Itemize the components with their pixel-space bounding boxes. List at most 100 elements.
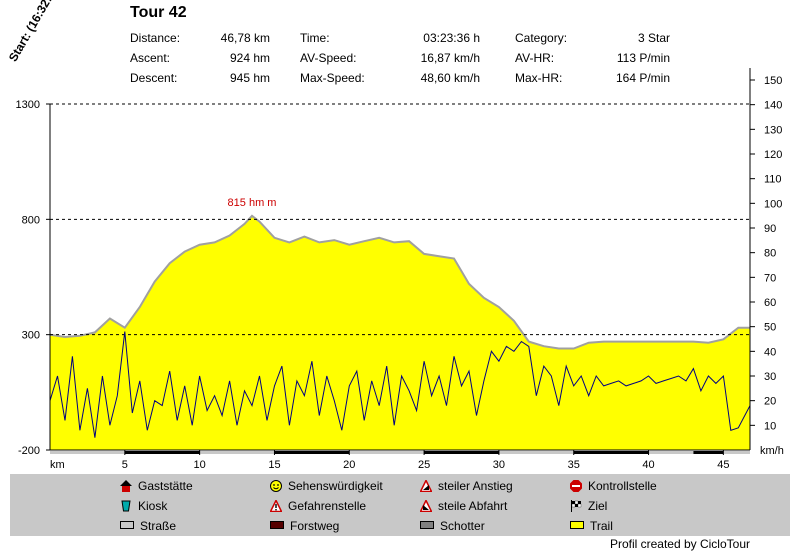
- legend-item-steile-abfahrt: steile Abfahrt: [419, 498, 508, 513]
- restaurant-icon: [120, 480, 132, 492]
- warning-icon: [269, 498, 283, 513]
- stat-label-time: Time:: [300, 31, 330, 45]
- tour-title: Tour 42: [130, 4, 187, 21]
- legend-item-ziel: Ziel: [570, 499, 607, 513]
- surface-strip: [50, 451, 750, 454]
- surface-segment: [424, 451, 499, 454]
- stat-value-avg-speed: 16,87 km/h: [420, 51, 480, 65]
- surface-segment: [693, 451, 724, 454]
- legend-item-gefahrenstelle: Gefahrenstelle: [269, 498, 367, 513]
- y-right-unit-label: km/h: [760, 445, 784, 457]
- legend-panel: Gaststätte Sehenswürdigkeit steiler Anst…: [10, 474, 790, 536]
- legend-item-gaststaette: Gaststätte: [120, 479, 193, 493]
- y-right-tick-label: 100: [764, 198, 782, 210]
- grid-layer: [50, 103, 750, 336]
- elevation-area-layer: [49, 214, 750, 450]
- legend-item-schotter: Schotter: [420, 519, 485, 533]
- y-right-tick-label: 80: [764, 248, 776, 260]
- x-tick-label: 35: [568, 459, 580, 471]
- legend-label: Kontrollstelle: [588, 479, 657, 493]
- steep-climb-icon: [419, 478, 433, 493]
- legend-label: Trail: [590, 519, 613, 533]
- stat-label-ascent: Ascent:: [130, 51, 171, 65]
- y-right-tick-label: 150: [764, 75, 782, 87]
- x-tick-label: 15: [268, 459, 280, 471]
- axes-layer: [46, 68, 755, 455]
- surface-segment: [274, 451, 350, 454]
- legend-item-steiler-anstieg: steiler Anstieg: [419, 478, 513, 493]
- elevation-area: [50, 215, 750, 450]
- stat-value-descent: 945 hm: [229, 71, 270, 85]
- speed-line: [49, 331, 751, 438]
- steep-descent-icon: [419, 498, 433, 513]
- y-right-tick-label: 30: [764, 371, 776, 383]
- smiley-icon: [270, 480, 282, 492]
- x-tick-label: 30: [493, 459, 505, 471]
- legend-label: Sehenswürdigkeit: [288, 479, 383, 493]
- y-right-tick-label: 110: [764, 174, 782, 186]
- stat-label-avg-speed: AV-Speed:: [300, 51, 357, 65]
- y-right-tick-label: 120: [764, 149, 782, 161]
- x-axis-label: km: [50, 459, 65, 471]
- stat-label-max-hr: Max-HR:: [515, 71, 563, 85]
- legend-label: Kiosk: [138, 499, 168, 513]
- stat-value-ascent: 924 hm: [229, 51, 270, 65]
- stat-label-descent: Descent:: [130, 71, 178, 85]
- y-right-tick-label: 140: [764, 100, 782, 112]
- y-right-tick-label: 90: [764, 223, 776, 235]
- stat-value-distance: 46,78 km: [220, 31, 270, 45]
- legend-item-sehenswuerdigkeit: Sehenswürdigkeit: [270, 479, 383, 493]
- legend-item-kontrollstelle: Kontrollstelle: [570, 479, 657, 493]
- legend-label: Schotter: [440, 519, 485, 533]
- stat-value-max-hr: 164 P/min: [615, 71, 670, 85]
- y-right-tick-label: 50: [764, 322, 776, 334]
- stat-label-distance: Distance:: [130, 31, 181, 45]
- stat-label-max-speed: Max-Speed:: [300, 71, 365, 85]
- surface-segment: [573, 451, 649, 454]
- y-right-tick-label: 20: [764, 396, 776, 408]
- y-right-tick-label: 60: [764, 297, 776, 309]
- x-tick-label: 10: [194, 459, 206, 471]
- x-tick-label: 20: [343, 459, 355, 471]
- credit-text: Profil created by CicloTour: [609, 537, 750, 551]
- surface-segment: [124, 451, 200, 454]
- peak-elevation-label: 815 hm m: [228, 197, 277, 209]
- y-left-tick-label: -200: [18, 445, 40, 457]
- stat-value-max-speed: 48,60 km/h: [420, 71, 480, 85]
- x-tick-label: 5: [122, 459, 128, 471]
- legend-item-kiosk: Kiosk: [120, 499, 167, 513]
- legend-label: Straße: [140, 519, 177, 533]
- trail-swatch-icon: [570, 521, 584, 529]
- x-tick-label: 45: [717, 459, 729, 471]
- x-tick-label: 40: [642, 459, 654, 471]
- road-swatch-icon: [120, 521, 134, 529]
- y-right-tick-label: 40: [764, 346, 776, 358]
- legend-label: steiler Anstieg: [438, 479, 513, 493]
- kiosk-icon: [120, 500, 132, 512]
- elevation-outline: [49, 214, 750, 350]
- y-right-tick-label: 10: [764, 420, 776, 432]
- legend-label: Gaststätte: [138, 479, 193, 493]
- legend-label: Ziel: [588, 499, 608, 513]
- finish-flag-icon: [570, 500, 582, 512]
- legend-item-strasse: Straße: [120, 519, 176, 533]
- legend-label: Gefahrenstelle: [288, 499, 367, 513]
- legend-label: Forstweg: [290, 519, 340, 533]
- y-left-tick-label: 300: [22, 330, 40, 342]
- gravel-swatch-icon: [420, 521, 434, 529]
- stat-label-category: Category:: [515, 31, 568, 45]
- stat-label-avg-hr: AV-HR:: [515, 51, 555, 65]
- y-right-tick-label: 130: [764, 124, 782, 136]
- y-left-tick-label: 800: [22, 214, 40, 226]
- speed-line-layer: [49, 331, 751, 438]
- x-tick-label: 25: [418, 459, 430, 471]
- y-left-tick-label: 1300: [16, 99, 40, 111]
- legend-item-trail: Trail: [570, 519, 613, 533]
- legend-label: steile Abfahrt: [438, 499, 508, 513]
- elevation-speed-chart: 1300 800 300 -200 10 20 30 40 50 60 70 80 90 100 110 12…: [16, 68, 784, 471]
- stat-value-avg-hr: 113 P/min: [616, 51, 670, 65]
- labels-layer: 1300 800 300 -200 10 20 30 40 50 60 70 80 90 100 110 12…: [16, 75, 784, 471]
- y-right-tick-label: 70: [764, 272, 776, 284]
- stat-value-time: 03:23:36 h: [423, 31, 480, 45]
- forest-road-swatch-icon: [270, 521, 284, 529]
